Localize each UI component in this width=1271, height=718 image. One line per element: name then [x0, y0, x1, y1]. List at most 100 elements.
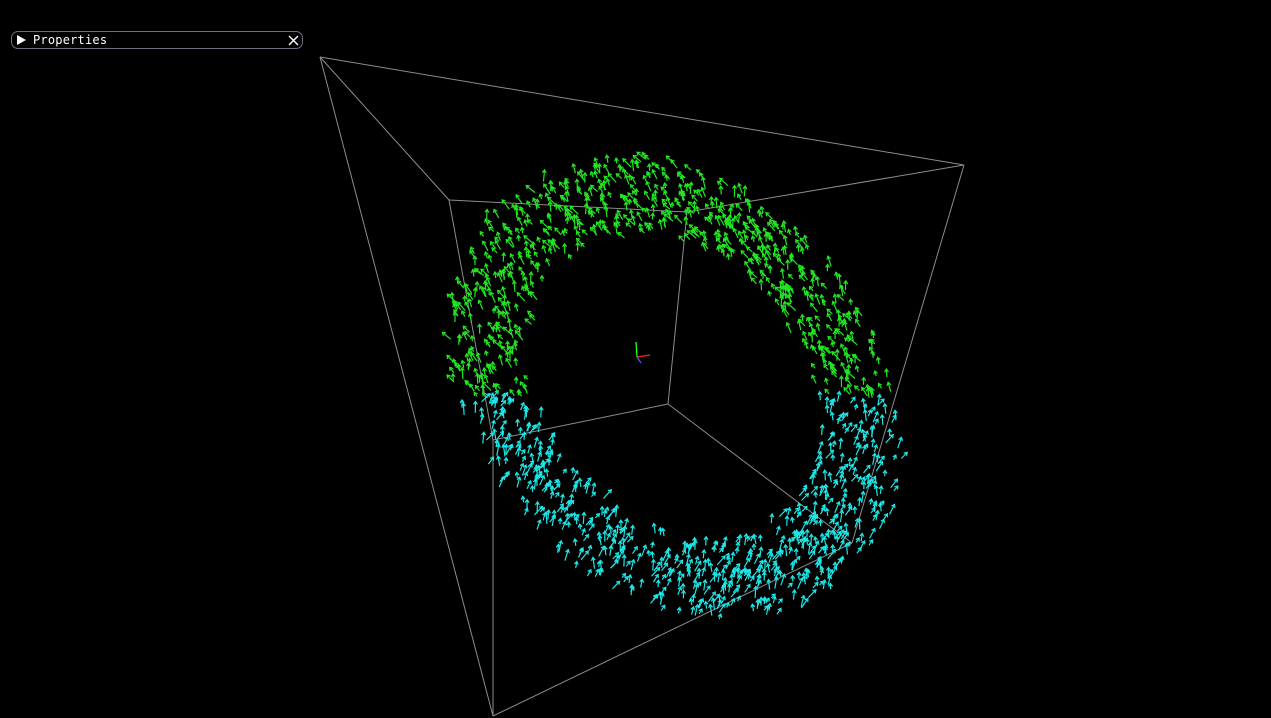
- vector-arrow: [799, 313, 805, 322]
- vector-arrow: [624, 173, 630, 185]
- vector-arrow: [836, 390, 842, 402]
- vector-arrow: [768, 235, 774, 242]
- vector-arrow: [546, 458, 552, 466]
- vector-arrow: [541, 244, 547, 254]
- vector-arrow: [587, 544, 593, 551]
- vector-arrow: [526, 480, 532, 489]
- vector-arrow: [492, 399, 498, 408]
- vector-arrow: [841, 412, 849, 422]
- vector-arrow: [688, 181, 694, 195]
- vector-arrow: [513, 303, 519, 312]
- vector-arrow: [839, 509, 845, 522]
- vector-arrow: [829, 411, 835, 421]
- vector-arrow: [828, 431, 835, 440]
- vector-arrow: [797, 577, 804, 590]
- vector-arrow: [783, 543, 789, 557]
- vector-arrow: [876, 393, 882, 406]
- vector-arrow: [814, 450, 822, 463]
- vector-arrow: [719, 177, 729, 187]
- vector-arrow: [795, 231, 800, 238]
- vector-arrow: [513, 206, 519, 218]
- vector-arrow: [529, 244, 536, 251]
- vector-arrow: [749, 271, 758, 279]
- vector-arrow: [556, 452, 562, 463]
- vector-arrow: [491, 247, 498, 254]
- vector-arrow: [882, 469, 888, 477]
- vector-arrow: [844, 368, 850, 382]
- vector-arrow: [481, 286, 487, 297]
- vector-arrow: [691, 228, 700, 238]
- vector-arrow: [679, 174, 685, 184]
- vector-arrow: [654, 183, 659, 190]
- vector-arrow: [553, 483, 561, 491]
- vector-arrow: [515, 193, 523, 205]
- vector-arrow: [868, 498, 874, 505]
- vector-arrow: [808, 331, 814, 339]
- vector-arrow: [590, 556, 596, 569]
- vector-arrow: [762, 597, 768, 605]
- vector-arrow: [788, 286, 795, 294]
- vector-arrow: [605, 177, 611, 186]
- vector-arrow: [589, 170, 595, 178]
- vector-arrow: [620, 193, 626, 201]
- vector-arrow: [796, 319, 802, 331]
- vector-arrow: [479, 230, 485, 237]
- vector-arrow: [542, 228, 550, 234]
- vector-arrow: [756, 579, 762, 588]
- vector-arrow: [817, 440, 824, 454]
- vector-arrow: [508, 327, 514, 339]
- vector-arrow: [751, 543, 757, 551]
- vector-arrow: [503, 265, 513, 276]
- vector-arrow: [694, 555, 700, 565]
- vector-arrow: [849, 396, 856, 404]
- vector-arrow: [827, 335, 836, 344]
- vector-arrow: [888, 503, 896, 515]
- vector-arrow: [854, 364, 860, 373]
- vector-arrow: [769, 512, 775, 524]
- triangle-right-icon[interactable]: [17, 34, 27, 46]
- properties-panel[interactable]: Properties: [11, 31, 303, 49]
- vector-arrow: [686, 206, 695, 214]
- vector-arrow: [870, 349, 876, 358]
- vector-arrow: [830, 454, 836, 461]
- vector-arrow: [846, 541, 851, 547]
- vector-arrow: [730, 588, 740, 598]
- vector-arrow: [900, 451, 908, 459]
- vector-arrow: [683, 216, 689, 225]
- vector-arrow: [470, 268, 476, 277]
- vector-arrow: [516, 291, 526, 302]
- vector-arrow: [525, 184, 536, 194]
- vector-arrow: [758, 546, 764, 558]
- vector-arrow: [608, 525, 614, 535]
- vector-arrow: [874, 509, 880, 521]
- vector-arrow: [806, 513, 813, 526]
- vector-arrow: [838, 375, 844, 388]
- close-icon[interactable]: [286, 33, 300, 47]
- vector-arrow: [732, 184, 738, 197]
- vector-arrow: [480, 383, 486, 394]
- vector-arrow: [650, 212, 656, 220]
- vector-arrow: [801, 505, 808, 512]
- vector-arrow: [765, 249, 772, 260]
- vector-arrow: [674, 214, 683, 224]
- vector-arrow: [872, 479, 878, 488]
- vector-arrow: [676, 200, 682, 208]
- vector-arrow: [657, 218, 663, 230]
- vector-arrow: [817, 390, 823, 401]
- vector-arrow: [494, 236, 500, 242]
- vector-arrow: [462, 295, 468, 302]
- vector-arrow: [819, 532, 825, 543]
- vector-arrow: [859, 532, 865, 542]
- vector-arrow: [662, 202, 671, 210]
- vector-arrow: [741, 229, 747, 243]
- vector-arrow: [840, 529, 848, 540]
- vector-arrow: [692, 539, 698, 550]
- vector-arrow: [550, 432, 556, 440]
- vector-arrow: [613, 157, 619, 164]
- vector-arrow: [474, 384, 480, 392]
- vector-arrow: [761, 568, 767, 578]
- vector-arrow: [574, 516, 580, 525]
- vector-arrow: [663, 190, 670, 201]
- vector-arrow: [503, 443, 509, 455]
